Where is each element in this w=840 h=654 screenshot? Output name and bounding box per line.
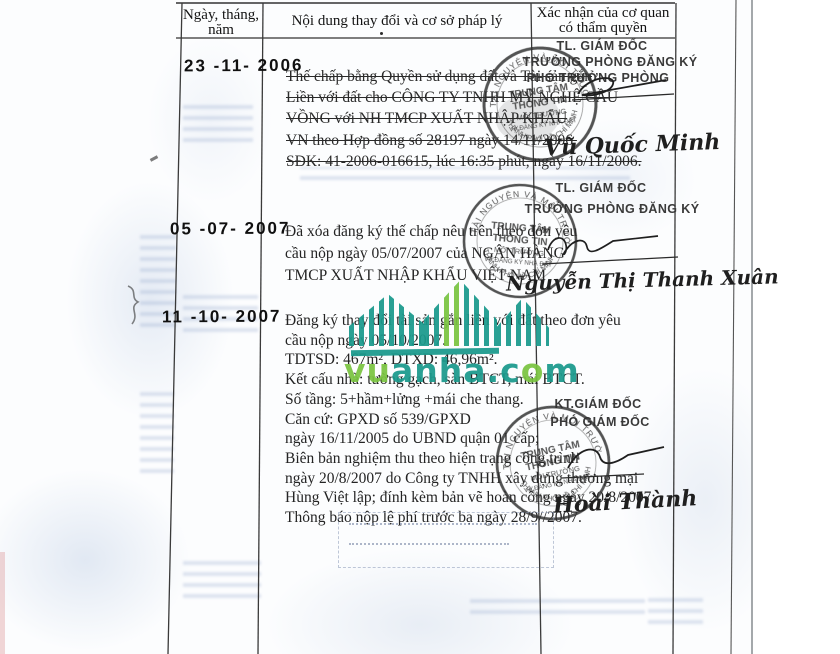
entry3-line: ngày 20/8/2007 do Công ty TNHH xây dựng … xyxy=(285,469,639,487)
bleed-through-artifact xyxy=(470,596,645,614)
dotted-line xyxy=(349,523,537,525)
watermark-letter: o xyxy=(520,351,545,390)
entry3-content: Đăng ký thay đổi tài sản gắn liền với đấ… xyxy=(285,311,656,528)
header-date-column-line2: năm xyxy=(208,22,234,38)
watermark-letter: m xyxy=(544,351,580,390)
entry3-line: Biên bản nghiệm thu theo hiện trạng công… xyxy=(285,449,579,467)
bleed-through-artifact xyxy=(140,388,174,473)
bleed-through-artifact xyxy=(183,292,258,332)
entry1-line: Liền với đất cho CÔNG TY TNHH MỸ NGHỆ CẦ… xyxy=(286,89,619,107)
watermark-letter: u xyxy=(366,351,392,390)
watermark-text: vuanha.com xyxy=(344,351,580,390)
entry3-line: Thông báo nộp lệ phí trước bạ ngày 28/9/… xyxy=(285,509,582,527)
watermark-letter: v xyxy=(344,351,367,390)
watermark-skyline-green-core xyxy=(444,280,464,346)
entry1-line: VN theo Hợp đồng số 28197 ngày 14/11/200… xyxy=(286,131,577,149)
signature-entry2 xyxy=(541,235,679,265)
dotted-placeholder-box xyxy=(338,512,554,568)
page-scan-edge xyxy=(751,0,753,654)
entry3-confirm-title: PHÓ GIÁM ĐỐC xyxy=(550,415,650,429)
circular-stamp: SỞ TÀI NGUYÊN VÀ MÔI TRƯỜNG THÀNH PHỐ HỒ… xyxy=(472,36,598,162)
header-content-column: Nội dung thay đổi và cơ sở pháp lý xyxy=(291,13,503,29)
dotted-line xyxy=(349,543,509,545)
header-date-column: Ngày, tháng, xyxy=(182,7,260,23)
watermark-letter: n xyxy=(414,351,439,390)
ink-smudge xyxy=(127,285,140,325)
watermark-letter: . xyxy=(486,351,501,390)
stamp-center-text: MÔI TRƯỜNG xyxy=(494,245,545,258)
entry2-line: Đã xóa đăng ký thế chấp nêu trên theo đơ… xyxy=(285,223,578,240)
watermark-letter: c xyxy=(500,351,521,390)
entry2-confirm-title: TL. GIÁM ĐỐC xyxy=(555,181,647,195)
entry1-line: VỒNG với NH TMCP XUẤT NHẬP KHẨU xyxy=(286,110,568,128)
date-stamp-entry3: 11 -10- 2007 xyxy=(161,306,282,327)
entry1-confirm-title: TRƯỞNG PHÒNG ĐĂNG KÝ xyxy=(522,55,698,69)
watermark-letter: a xyxy=(391,351,415,390)
watermark-letter: a xyxy=(463,351,487,390)
entry3-line: TDTSD: 467m², DTXD: 46,96m². xyxy=(285,351,498,369)
entry3-line: Căn cứ: GPXD số 539/GPXD xyxy=(285,410,471,428)
entry3-confirm-title: KT.GIÁM ĐỐC xyxy=(554,397,642,411)
entry3-line: ngày 16/11/2005 do UBND quận 01 cấp; xyxy=(285,430,540,448)
entry1-confirm-title: TL. GIÁM ĐỐC xyxy=(556,39,648,53)
header-confirm-column-line2: có thẩm quyền xyxy=(558,20,648,36)
entry2-line: cầu nộp ngày 05/07/2007 của NGÂN HÀNG xyxy=(285,245,565,262)
header-confirm-column: Xác nhận của cơ quan xyxy=(536,5,670,21)
entry3-line: Số tầng: 5+hầm+lửng +mái che thang. xyxy=(285,390,524,408)
ink-dot xyxy=(380,32,383,35)
white-margin xyxy=(753,0,840,654)
watermark-letter: h xyxy=(438,351,464,390)
entry1-content: Thế chấp bằng Quyền sử dụng đất và Tài s… xyxy=(286,66,641,172)
bleed-through-artifact xyxy=(300,167,630,180)
scan-edge-tint xyxy=(0,552,5,654)
signature-entry3 xyxy=(561,446,665,479)
entry3-line: Kết cấu nhà: tường gạch, sàn BTCT, mái B… xyxy=(285,371,585,389)
circular-stamp: SỞ TÀI NGUYÊN VÀ MÔI TRƯỜNG THÀNH PHỐ HỒ… xyxy=(456,176,578,299)
entry1-confirm-title: PHÓ TRƯỞNG PHÒNG xyxy=(526,71,670,85)
entry3-line: Hùng Việt lập; đính kèm bản vẽ hoàn công… xyxy=(285,489,656,507)
bleed-through-artifact xyxy=(183,560,261,598)
entry1-line: Thế chấp bằng Quyền sử dụng đất và Tài s… xyxy=(286,68,592,85)
date-stamp-entry2: 05 -07- 2007 xyxy=(169,218,291,239)
bleed-through-artifact xyxy=(648,598,703,624)
signature-entry1 xyxy=(571,77,675,101)
bleed-through-artifact xyxy=(183,100,253,142)
